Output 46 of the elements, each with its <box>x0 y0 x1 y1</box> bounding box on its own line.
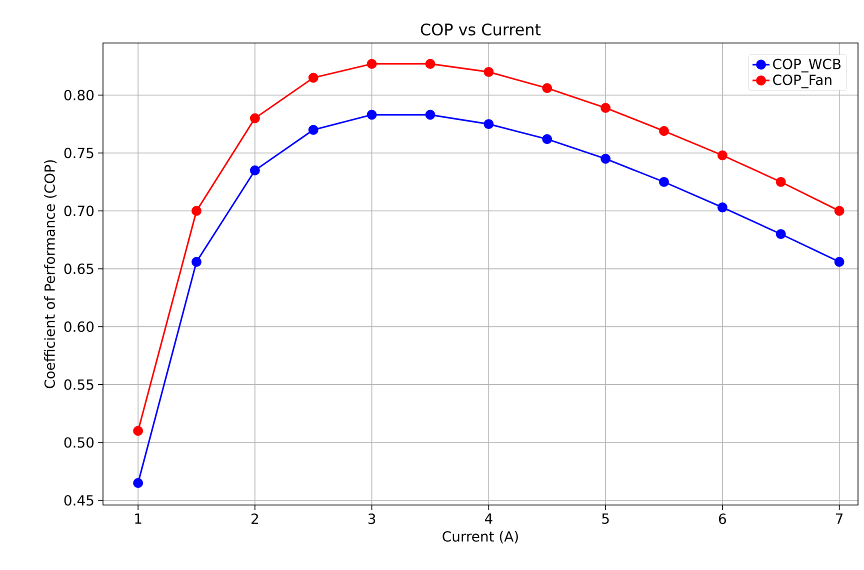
point <box>308 124 318 135</box>
point <box>308 72 318 83</box>
point <box>250 165 260 176</box>
point <box>366 110 377 120</box>
point <box>425 110 436 120</box>
legend-label: COP_Fan <box>773 74 832 88</box>
y-axis-title: Coefficient of Performance (COP) <box>44 160 57 388</box>
y-tick-label: 0.50 <box>64 437 94 448</box>
x-tick-label: 6 <box>718 514 726 524</box>
y-tick-label: 0.75 <box>64 148 94 158</box>
point <box>542 83 552 94</box>
x-tick-label: 5 <box>602 514 609 524</box>
point <box>717 202 728 212</box>
point <box>484 119 494 130</box>
x-tick-label: 7 <box>836 514 843 524</box>
y-tick-label: 0.70 <box>64 206 94 216</box>
x-tick-label: 3 <box>368 514 376 524</box>
point <box>776 229 786 240</box>
point <box>600 102 611 113</box>
point <box>834 206 844 216</box>
y-tick-label: 0.80 <box>64 90 94 100</box>
x-tick-label: 1 <box>135 514 142 524</box>
x-tick-label: 4 <box>484 514 492 524</box>
point <box>366 58 377 69</box>
point <box>425 58 436 69</box>
point <box>133 478 144 488</box>
point <box>484 66 494 77</box>
point <box>192 206 202 216</box>
point <box>192 256 202 267</box>
point <box>776 176 786 187</box>
chart-title: COP vs Current <box>420 23 541 36</box>
point <box>834 256 844 267</box>
x-tick-label: 2 <box>252 514 258 524</box>
point <box>659 126 669 136</box>
x-axis-title: Current (A) <box>442 530 518 544</box>
y-tick-label: 0.55 <box>64 379 94 390</box>
point <box>542 134 552 144</box>
y-tick-label: 0.45 <box>64 495 94 506</box>
point <box>717 150 728 160</box>
y-tick-label: 0.60 <box>64 321 94 332</box>
y-tick-label: 0.65 <box>64 264 94 274</box>
point <box>659 176 669 187</box>
point <box>600 154 611 164</box>
point <box>133 426 144 436</box>
point <box>250 113 260 124</box>
legend-label: COP_WCB <box>773 58 841 72</box>
